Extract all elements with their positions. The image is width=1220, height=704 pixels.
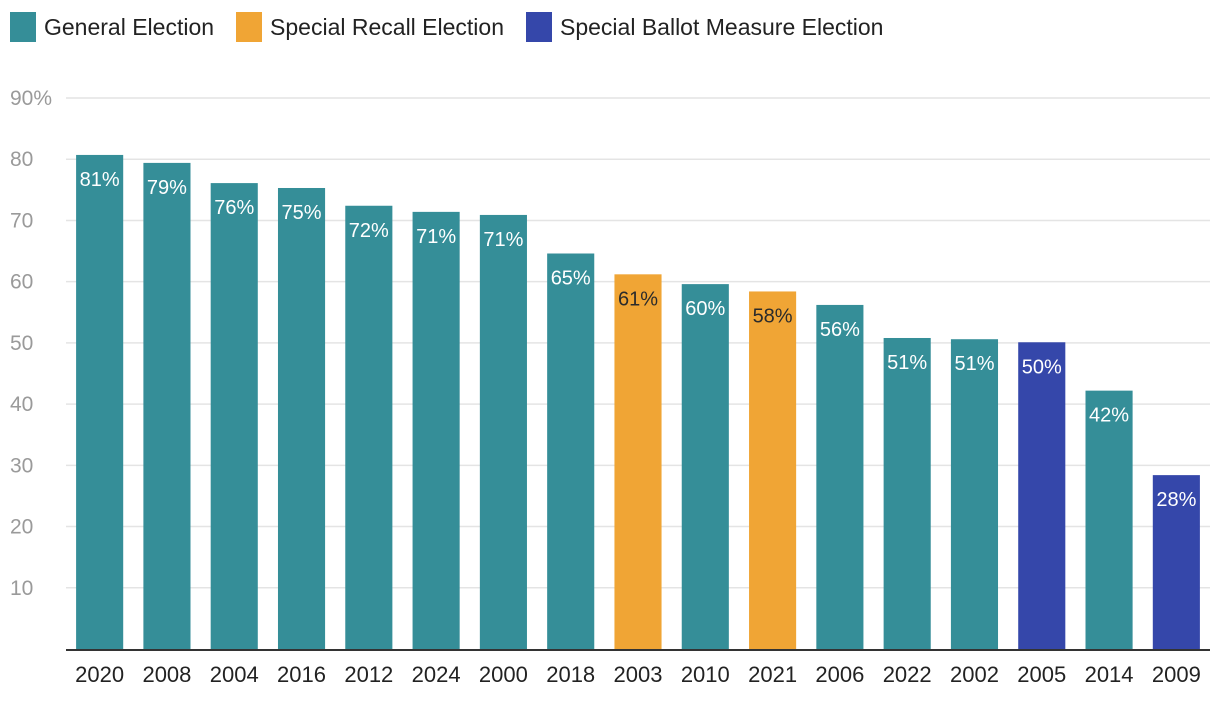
y-tick-label-50: 50 <box>10 332 33 355</box>
bar-2021 <box>749 291 797 649</box>
x-tick-label-2000: 2000 <box>479 662 528 687</box>
legend-item-special-recall-election: Special Recall Election <box>236 12 504 42</box>
bar-2010 <box>681 284 729 649</box>
x-tick-label-2005: 2005 <box>1017 662 1066 687</box>
data-label-2016: 75% <box>282 202 322 224</box>
y-tick-label-10: 10 <box>10 577 33 600</box>
bar-2006 <box>816 304 864 649</box>
x-tick-label-2008: 2008 <box>142 662 191 687</box>
data-label-2020: 81% <box>80 169 120 191</box>
data-label-2004: 76% <box>214 197 254 219</box>
data-labels: 81% 79% 76% 75% 72% 71% 71% 65% 61% 60% 58% 56% 51% 5… <box>80 169 1197 511</box>
bar-2008 <box>143 162 191 649</box>
x-tick-label-2004: 2004 <box>210 662 259 687</box>
y-axis-ticks: 10 20 30 40 50 60 70 80 90% <box>10 87 52 600</box>
data-label-2018: 65% <box>551 268 591 290</box>
data-label-2006: 56% <box>820 319 860 341</box>
x-tick-label-2020: 2020 <box>75 662 124 687</box>
data-label-2005: 50% <box>1022 356 1062 378</box>
legend-label-special-ballot-measure-election: Special Ballot Measure Election <box>560 13 884 40</box>
data-label-2014: 42% <box>1089 405 1129 427</box>
data-label-2002: 51% <box>954 353 994 375</box>
x-tick-label-2022: 2022 <box>883 662 932 687</box>
data-label-2012: 72% <box>349 220 389 242</box>
y-tick-label-90: 90% <box>10 87 52 110</box>
legend: General Election Special Recall Election… <box>10 12 905 42</box>
data-label-2024: 71% <box>416 226 456 248</box>
bars <box>76 154 1200 650</box>
x-tick-label-2016: 2016 <box>277 662 326 687</box>
legend-label-general-election: General Election <box>44 13 215 40</box>
x-tick-label-2012: 2012 <box>344 662 393 687</box>
x-tick-label-2018: 2018 <box>546 662 595 687</box>
bar-2009 <box>1152 475 1200 649</box>
legend-swatch-special-ballot-measure-election <box>526 12 552 42</box>
y-tick-label-40: 40 <box>10 393 33 416</box>
data-label-2009: 28% <box>1156 489 1196 511</box>
data-label-2003: 61% <box>618 288 658 310</box>
x-tick-label-2003: 2003 <box>614 662 663 687</box>
bar-2016 <box>277 187 326 649</box>
bar-2000 <box>479 214 527 649</box>
bar-2024 <box>412 211 460 649</box>
data-label-2008: 79% <box>147 177 187 199</box>
bar-2002 <box>950 339 999 649</box>
y-tick-label-80: 80 <box>10 148 33 171</box>
x-tick-label-2021: 2021 <box>748 662 797 687</box>
x-tick-label-2010: 2010 <box>681 662 730 687</box>
legend-label-special-recall-election: Special Recall Election <box>270 13 504 40</box>
bar-2020 <box>76 154 124 650</box>
bar-2004 <box>210 183 258 650</box>
y-tick-label-70: 70 <box>10 209 33 232</box>
x-tick-label-2002: 2002 <box>950 662 999 687</box>
bar-2014 <box>1085 390 1133 649</box>
bar-2018 <box>547 253 595 649</box>
data-label-2000: 71% <box>483 229 523 251</box>
bar-2003 <box>614 274 662 649</box>
data-label-2010: 60% <box>685 298 725 320</box>
data-label-2022: 51% <box>887 352 927 374</box>
x-tick-label-2014: 2014 <box>1085 662 1134 687</box>
x-tick-label-2009: 2009 <box>1152 662 1201 687</box>
x-tick-label-2006: 2006 <box>815 662 864 687</box>
legend-item-special-ballot-measure-election: Special Ballot Measure Election <box>526 12 883 42</box>
bar-2022 <box>883 337 931 649</box>
bar-2012 <box>345 205 393 650</box>
x-tick-label-2024: 2024 <box>412 662 461 687</box>
legend-swatch-general-election <box>10 12 36 42</box>
bar-2005 <box>1018 342 1066 649</box>
y-tick-label-60: 60 <box>10 271 33 294</box>
legend-item-general-election: General Election <box>10 12 214 42</box>
data-label-2021: 58% <box>753 305 793 327</box>
y-tick-label-30: 30 <box>10 454 33 477</box>
legend-swatch-special-recall-election <box>236 12 263 42</box>
y-tick-label-20: 20 <box>10 516 33 539</box>
x-axis-categories: 2020 2008 2004 2016 2012 2024 2000 2018 2003 2010… <box>75 662 1201 687</box>
